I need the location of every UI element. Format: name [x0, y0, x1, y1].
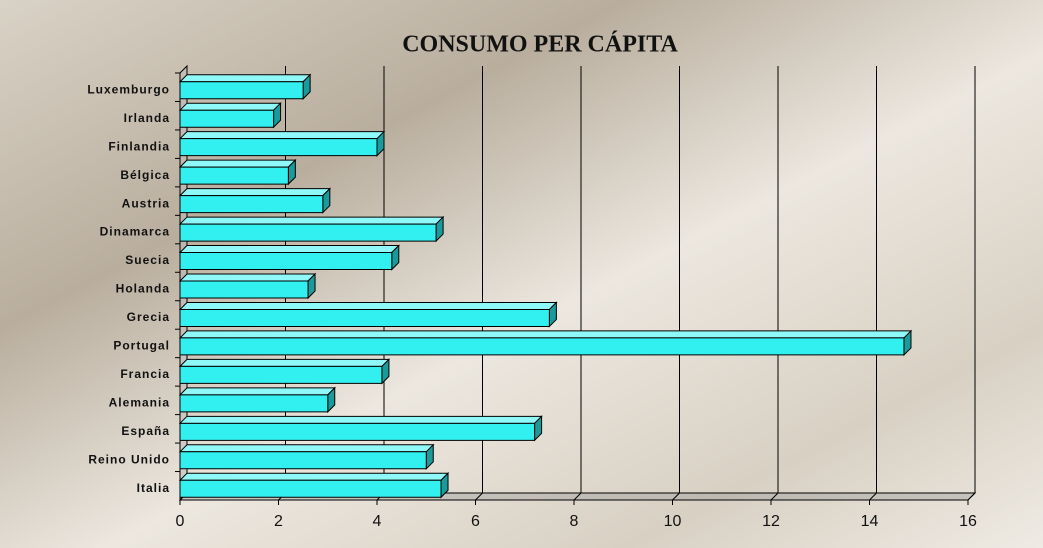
bar — [180, 445, 433, 469]
bar-face — [180, 75, 310, 82]
bar — [180, 331, 911, 355]
y-tick-label: Francia — [120, 367, 170, 381]
bar — [180, 388, 335, 412]
bar — [180, 75, 310, 99]
bar — [180, 103, 281, 127]
y-tick-label: Luxemburgo — [87, 82, 170, 96]
y-tick-label: Italia — [137, 481, 170, 495]
y-tick-label: Dinamarca — [100, 225, 170, 239]
x-tick-label: 2 — [274, 513, 283, 530]
chart-title: CONSUMO PER CÁPITA — [402, 32, 678, 58]
bar-face — [180, 274, 315, 281]
bar-face — [180, 445, 433, 452]
bar-face — [180, 189, 330, 196]
bar-face — [180, 224, 436, 241]
bar-face — [180, 167, 288, 184]
bar — [180, 246, 399, 270]
y-tick-label: Grecia — [127, 310, 170, 324]
bar — [180, 189, 330, 213]
x-tick-label: 0 — [176, 513, 185, 530]
y-tick-label: Reino Unido — [88, 452, 170, 466]
y-tick-label: Irlanda — [124, 111, 170, 125]
bar — [180, 274, 315, 298]
x-tick-label: 8 — [570, 513, 579, 530]
x-tick-label: 6 — [471, 513, 480, 530]
bar — [180, 416, 542, 440]
y-tick-label: España — [121, 424, 170, 438]
bar-face — [180, 82, 303, 99]
bar-face — [180, 160, 295, 167]
bar-face — [180, 110, 274, 127]
y-tick-label: Alemania — [109, 396, 170, 410]
chart: CONSUMO PER CÁPITA 0 2 4 6 8 10 12 14 16 Luxembur… — [0, 0, 1043, 548]
y-tick-label: Holanda — [116, 282, 170, 296]
y-tick-label: Austria — [122, 196, 170, 210]
bar-face — [180, 309, 549, 326]
bar — [180, 217, 443, 241]
bar-face — [180, 281, 308, 298]
y-tick-label: Suecia — [125, 253, 170, 267]
bar-face — [180, 359, 389, 366]
bar-face — [180, 338, 904, 355]
bar-face — [180, 253, 392, 270]
bar-face — [180, 423, 535, 440]
bar-face — [180, 217, 443, 224]
bar — [180, 473, 448, 497]
x-tick-label: 10 — [664, 513, 682, 530]
bar-face — [180, 366, 382, 383]
bar-face — [180, 302, 556, 309]
bar — [180, 302, 556, 326]
x-tick-label: 12 — [762, 513, 780, 530]
bar-face — [180, 388, 335, 395]
y-tick-label: Portugal — [113, 339, 170, 353]
y-tick-label: Bélgica — [120, 168, 170, 182]
bar — [180, 160, 295, 184]
bar-face — [180, 246, 399, 253]
bar-face — [180, 480, 441, 497]
bar-face — [180, 473, 448, 480]
bar — [180, 132, 384, 156]
bar-face — [180, 395, 328, 412]
bar-face — [180, 416, 542, 423]
bar-face — [180, 139, 377, 156]
bar-face — [180, 452, 426, 469]
x-tick-label: 16 — [959, 513, 977, 530]
bar — [180, 359, 389, 383]
bar-face — [180, 331, 911, 338]
bar-face — [180, 132, 384, 139]
y-tick-label: Finlandia — [108, 139, 170, 153]
x-tick-label: 14 — [861, 513, 879, 530]
x-tick-label: 4 — [373, 513, 382, 530]
bar-face — [180, 103, 281, 110]
bar-face — [180, 196, 323, 213]
